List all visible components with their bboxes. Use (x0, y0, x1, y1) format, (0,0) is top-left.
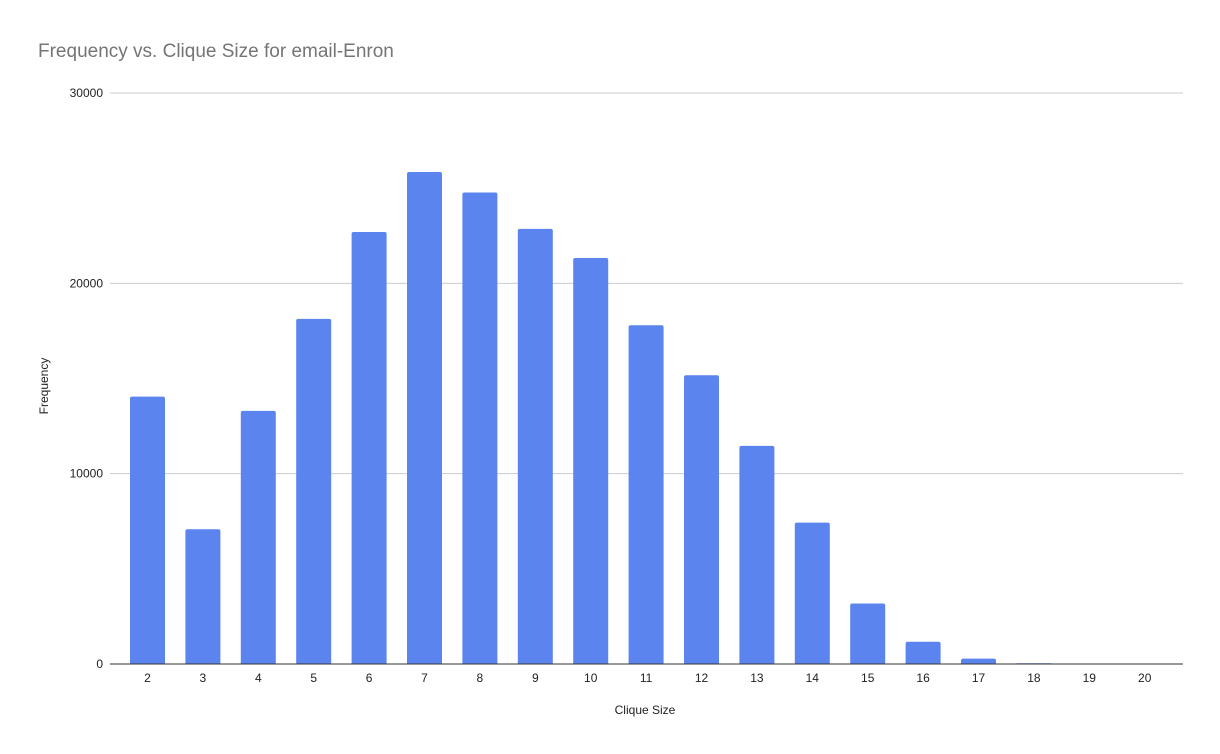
bar-clique-size-10 (573, 258, 609, 664)
x-tick-label: 20 (1138, 671, 1152, 685)
x-tick-label: 19 (1083, 671, 1097, 685)
y-tick-label: 0 (96, 657, 103, 671)
x-tick-label: 3 (200, 671, 207, 685)
chart-title: Frequency vs. Clique Size for email-Enro… (38, 41, 394, 62)
x-tick-label: 10 (584, 671, 598, 685)
bar-clique-size-7 (407, 171, 442, 664)
x-tick-label: 17 (972, 671, 986, 685)
bar-clique-size-13 (739, 445, 775, 664)
x-axis-title: Clique Size (615, 703, 676, 717)
bar-clique-size-5 (296, 318, 332, 664)
bar-clique-size-6 (351, 231, 387, 664)
bar-clique-size-4 (240, 410, 276, 664)
bar-clique-size-16 (905, 641, 941, 664)
x-tick-label: 8 (477, 671, 484, 685)
x-tick-label: 5 (310, 671, 317, 685)
bar-clique-size-11 (628, 325, 664, 664)
x-tick-label: 14 (806, 671, 820, 685)
x-tick-label: 11 (640, 671, 653, 685)
x-tick-label: 6 (366, 671, 373, 685)
x-tick-label: 13 (750, 671, 764, 685)
x-tick-label: 16 (916, 671, 930, 685)
bars (130, 171, 1107, 665)
y-axis-ticks: 0 10000 20000 30000 (70, 86, 104, 671)
x-tick-label: 15 (861, 671, 875, 685)
bar-clique-size-12 (684, 375, 719, 664)
y-tick-label: 10000 (70, 467, 104, 481)
bar-clique-size-17 (961, 658, 996, 664)
bar-clique-size-2 (130, 396, 165, 664)
x-tick-label: 7 (421, 671, 428, 685)
y-tick-label: 30000 (70, 86, 104, 100)
y-tick-label: 20000 (70, 276, 104, 290)
x-tick-label: 9 (532, 671, 539, 685)
bar-clique-size-15 (850, 603, 886, 664)
x-tick-label: 12 (695, 671, 709, 685)
x-tick-label: 18 (1027, 671, 1041, 685)
bar-clique-size-9 (517, 228, 553, 664)
y-axis-title: Frequency (37, 358, 51, 415)
bar-clique-size-3 (185, 529, 221, 664)
bar-clique-size-14 (794, 522, 830, 664)
bar-clique-size-8 (462, 192, 498, 665)
x-axis-ticks: 2 3 4 5 6 7 8 9 10 11 12 13 14 15 16 17 18 19 20 (144, 671, 1152, 685)
x-tick-label: 4 (255, 671, 262, 685)
x-tick-label: 2 (144, 671, 151, 685)
